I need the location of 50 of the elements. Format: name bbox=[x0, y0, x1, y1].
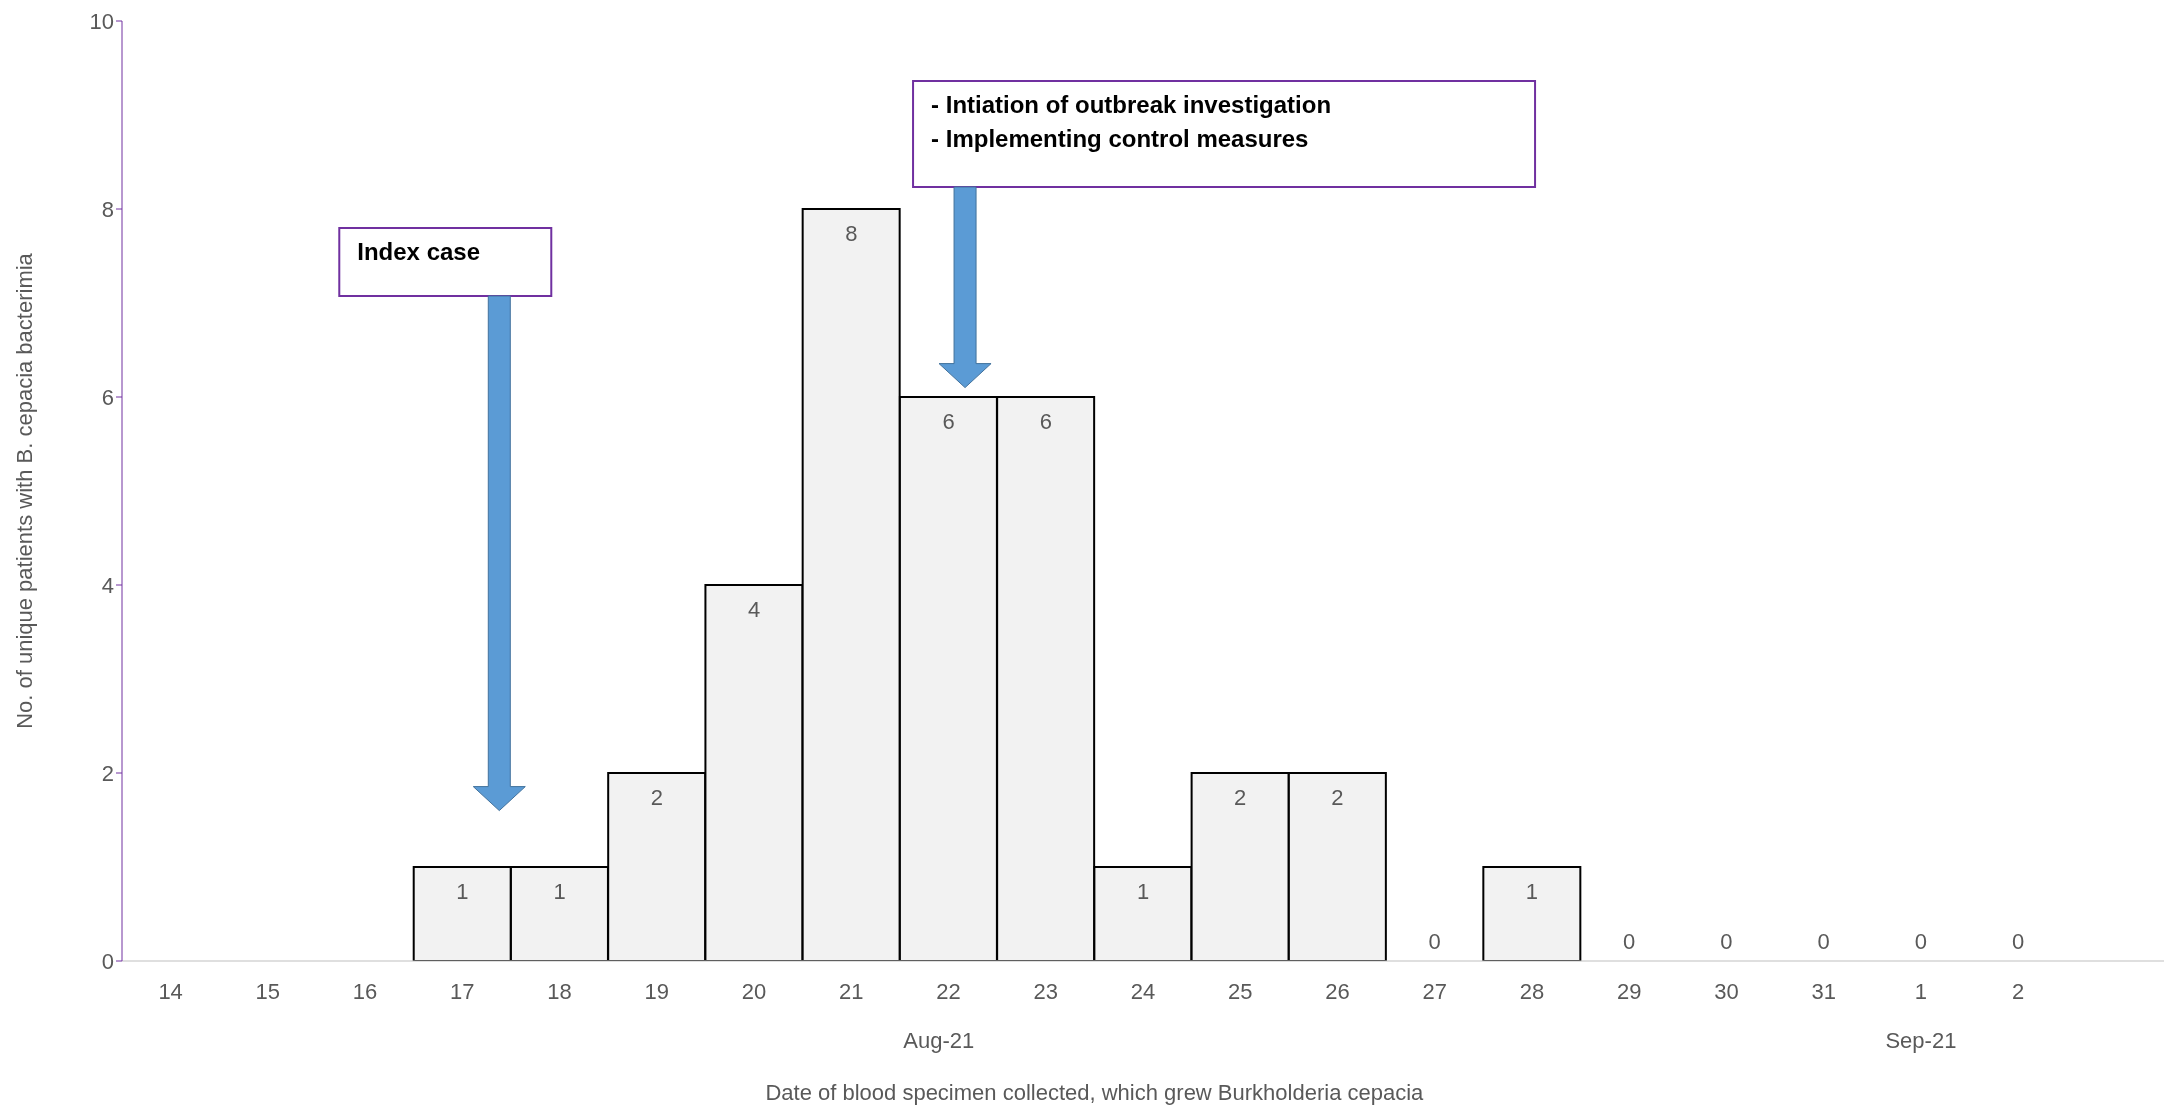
bar bbox=[1482, 866, 1582, 961]
data-label: 4 bbox=[747, 597, 761, 622]
data-label: 0 bbox=[2012, 929, 2025, 954]
text: Aug-21 bbox=[903, 1028, 975, 1053]
x-tick-label: 16 bbox=[352, 979, 378, 1004]
data-label: 0 bbox=[1623, 929, 1636, 954]
x-tick-label: 15 bbox=[255, 979, 281, 1004]
data-label: 0 bbox=[1428, 929, 1441, 954]
data-label: 6 bbox=[1039, 409, 1052, 434]
annotation: Index case bbox=[357, 238, 481, 265]
x-tick-label: 26 bbox=[1325, 979, 1350, 1004]
x-tick-label: 21 bbox=[839, 979, 864, 1004]
data-label: 1 bbox=[456, 879, 469, 904]
data-label: 0 bbox=[1817, 929, 1830, 954]
text: Sep-21 bbox=[1885, 1028, 1957, 1053]
data-label: 2 bbox=[1234, 785, 1247, 810]
x-tick-label: 28 bbox=[1519, 979, 1545, 1004]
x-tick-label: 17 bbox=[450, 979, 475, 1004]
annotation: - Intiation of outbreak investigation - Implementing control measures bbox=[931, 91, 1332, 152]
x-tick-label: 22 bbox=[936, 979, 961, 1004]
y-tick-label: 0 bbox=[101, 948, 114, 974]
y-tick-label: 6 bbox=[101, 384, 114, 410]
x-tick-label: 29 bbox=[1616, 979, 1642, 1004]
x-tick-label: 1 bbox=[1914, 979, 1928, 1004]
data-label: 0 bbox=[1914, 929, 1928, 954]
x-tick-label: 20 bbox=[741, 979, 767, 1004]
x-axis-title: Date of blood specimen collected, which grew Burkholderia cepacia bbox=[765, 1080, 1425, 1105]
x-tick-label: 24 bbox=[1130, 979, 1156, 1004]
x-tick-label: 2 bbox=[2012, 979, 2025, 1004]
x-tick-label: 23 bbox=[1033, 979, 1058, 1004]
y-axis-title: No. of unique patients with B. cepacia bacterimia bbox=[12, 252, 37, 729]
y-tick-label: 10 bbox=[89, 8, 114, 34]
y-tick-label: 8 bbox=[101, 196, 114, 222]
x-tick-label: 25 bbox=[1228, 979, 1253, 1004]
data-label: 6 bbox=[942, 409, 955, 434]
data-label: 1 bbox=[1136, 879, 1150, 904]
data-label: 2 bbox=[1331, 785, 1344, 810]
data-label: 2 bbox=[650, 785, 663, 810]
data-label: 1 bbox=[553, 879, 566, 904]
x-tick-label: 31 bbox=[1811, 979, 1836, 1004]
x-tick-label: 14 bbox=[158, 979, 183, 1004]
x-tick-label: 19 bbox=[644, 979, 670, 1004]
x-tick-label: 27 bbox=[1422, 979, 1447, 1004]
y-tick-label: 4 bbox=[101, 572, 114, 598]
data-label: 8 bbox=[845, 221, 858, 246]
y-tick-label: 2 bbox=[101, 760, 114, 786]
x-tick-label: 18 bbox=[547, 979, 572, 1004]
data-label: 0 bbox=[1720, 929, 1733, 954]
data-label: 1 bbox=[1525, 879, 1539, 904]
x-tick-label: 30 bbox=[1714, 979, 1739, 1004]
